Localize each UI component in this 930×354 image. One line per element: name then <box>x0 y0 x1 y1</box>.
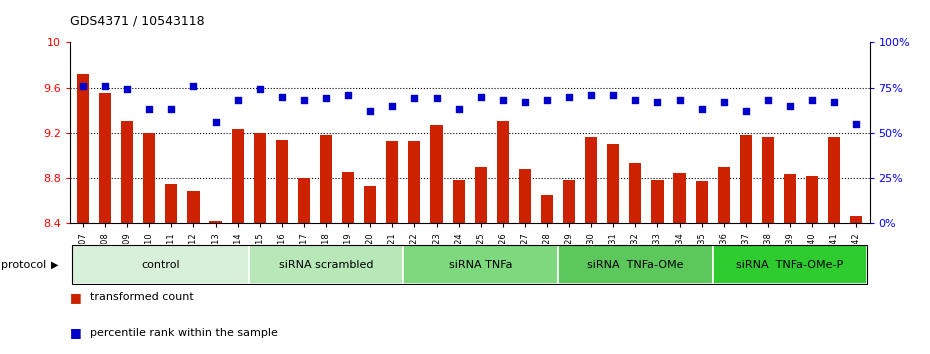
Point <box>473 94 488 99</box>
Point <box>297 97 312 103</box>
Point <box>429 96 444 101</box>
Bar <box>248 245 404 284</box>
Bar <box>386 141 398 223</box>
Point <box>517 99 532 105</box>
Text: transformed count: transformed count <box>90 292 194 302</box>
Bar <box>558 245 712 284</box>
Point <box>407 96 422 101</box>
Bar <box>828 137 841 223</box>
Bar <box>404 245 558 284</box>
Point <box>142 107 157 112</box>
Text: GDS4371 / 10543118: GDS4371 / 10543118 <box>70 14 205 27</box>
Point <box>208 119 223 125</box>
Bar <box>497 121 509 223</box>
Point <box>738 108 753 114</box>
Bar <box>630 163 642 223</box>
Bar <box>718 167 730 223</box>
Point <box>75 83 90 88</box>
Point <box>274 94 289 99</box>
Text: control: control <box>141 259 179 270</box>
Point <box>849 121 864 127</box>
Bar <box>762 137 774 223</box>
Bar <box>607 144 619 223</box>
Text: siRNA  TNFa-OMe: siRNA TNFa-OMe <box>587 259 684 270</box>
Bar <box>188 192 200 223</box>
Bar <box>254 133 266 223</box>
Text: ■: ■ <box>70 326 82 339</box>
Bar <box>77 74 89 223</box>
Bar <box>342 172 354 223</box>
Point <box>319 96 334 101</box>
Bar <box>585 137 597 223</box>
Bar <box>784 175 796 223</box>
Text: percentile rank within the sample: percentile rank within the sample <box>90 328 278 338</box>
Point <box>628 97 643 103</box>
Bar <box>298 178 310 223</box>
Point <box>761 97 776 103</box>
Bar <box>806 176 818 223</box>
Bar <box>320 135 332 223</box>
Bar <box>209 221 221 223</box>
Bar <box>276 139 288 223</box>
Point <box>164 107 179 112</box>
Bar <box>143 133 155 223</box>
Bar <box>696 181 708 223</box>
Point <box>340 92 355 98</box>
Point <box>827 99 842 105</box>
Point <box>98 83 113 88</box>
Point <box>496 97 511 103</box>
Text: siRNA  TNFa-OMe-P: siRNA TNFa-OMe-P <box>737 259 844 270</box>
Bar <box>121 121 133 223</box>
Bar <box>453 180 465 223</box>
Point <box>584 92 599 98</box>
Point <box>231 97 246 103</box>
Point <box>539 97 554 103</box>
Bar <box>563 180 575 223</box>
Bar <box>850 216 862 223</box>
Point <box>605 92 620 98</box>
Point <box>363 108 378 114</box>
Point <box>694 107 709 112</box>
Bar <box>541 195 553 223</box>
Point <box>782 103 797 108</box>
Text: ■: ■ <box>70 291 82 304</box>
Text: ▶: ▶ <box>51 259 59 270</box>
Bar <box>519 169 531 223</box>
Point <box>562 94 577 99</box>
Bar <box>431 125 443 223</box>
Point <box>451 107 466 112</box>
Bar <box>673 173 685 223</box>
Bar <box>739 135 751 223</box>
Point <box>120 87 135 92</box>
Point <box>672 97 687 103</box>
Text: protocol: protocol <box>1 259 46 270</box>
Bar <box>72 245 248 284</box>
Point <box>186 83 201 88</box>
Bar <box>232 129 244 223</box>
Bar <box>408 141 420 223</box>
Point <box>804 97 819 103</box>
Bar <box>365 186 377 223</box>
Point <box>650 99 665 105</box>
Bar <box>474 167 486 223</box>
Bar <box>99 93 112 223</box>
Point <box>716 99 731 105</box>
Point <box>252 87 267 92</box>
Text: siRNA TNFa: siRNA TNFa <box>449 259 512 270</box>
Bar <box>712 245 868 284</box>
Bar <box>651 180 663 223</box>
Point <box>385 103 400 108</box>
Text: siRNA scrambled: siRNA scrambled <box>279 259 373 270</box>
Bar <box>166 183 178 223</box>
